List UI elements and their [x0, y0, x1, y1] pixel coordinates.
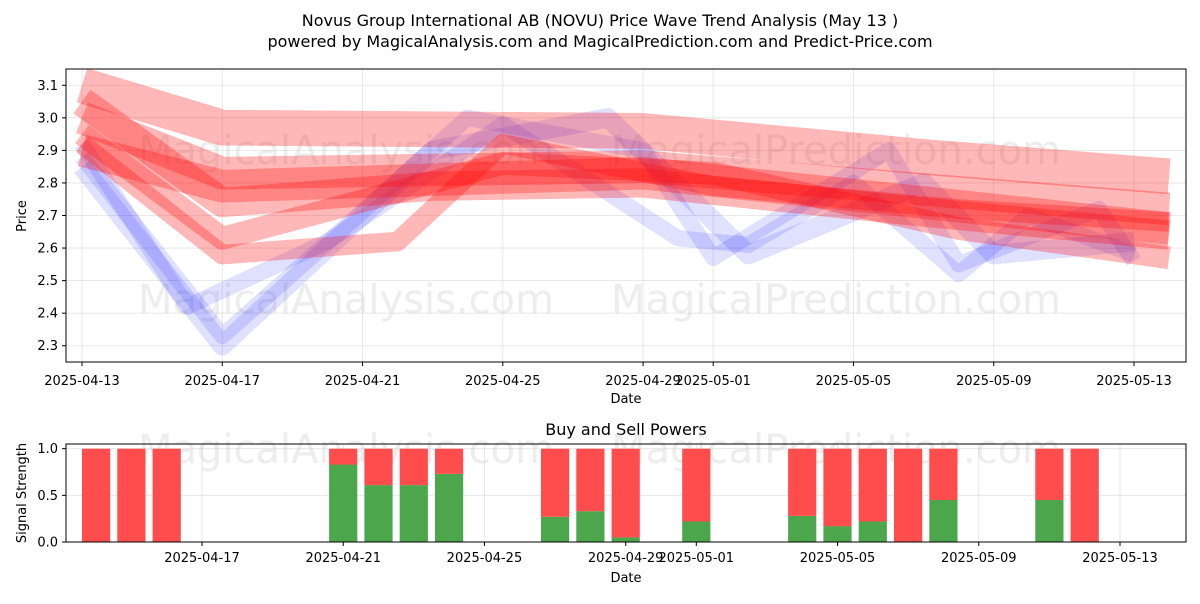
price-y-tick-label: 2.7	[37, 209, 58, 224]
buy-power-bar	[329, 464, 358, 542]
power-x-tick-label: 2025-05-13	[1082, 551, 1158, 566]
price-x-tick-label: 2025-05-01	[675, 374, 751, 389]
price-y-tick-label: 2.4	[37, 307, 58, 322]
buy-power-bar	[576, 511, 605, 542]
buy-power-bar	[788, 515, 817, 542]
power-x-tick-label: 2025-04-21	[305, 551, 381, 566]
power-panel-title: Buy and Sell Powers	[545, 420, 707, 439]
watermark-prediction-top: MagicalPrediction.com	[611, 128, 1061, 174]
watermark-analysis-top: MagicalAnalysis.com	[138, 128, 554, 174]
price-wave-band-blue	[75, 109, 1141, 345]
price-y-tick-label: 2.5	[37, 274, 58, 289]
buy-power-bar	[435, 473, 464, 542]
price-x-tick-label: 2025-05-13	[1096, 374, 1172, 389]
price-wave-band-red	[75, 134, 1170, 265]
chart-title: Novus Group International AB (NOVU) Pric…	[302, 11, 898, 30]
buy-power-bar	[682, 521, 711, 542]
power-x-tick-label: 2025-05-01	[659, 551, 735, 566]
sell-power-bar	[152, 448, 181, 542]
price-panel: MagicalAnalysis.com MagicalPrediction.co…	[15, 68, 1187, 407]
price-x-tick-label: 2025-04-21	[325, 374, 401, 389]
sell-power-bar	[1070, 448, 1099, 542]
price-x-tick-label: 2025-04-29	[605, 374, 681, 389]
sell-power-bar	[788, 448, 817, 516]
sell-power-bar	[399, 448, 428, 486]
sell-power-bar	[541, 448, 570, 517]
buy-power-bar	[541, 516, 570, 542]
price-x-tick-label: 2025-04-25	[465, 374, 541, 389]
sell-power-bar	[858, 448, 887, 522]
price-wave-band-red	[73, 89, 1171, 250]
sell-power-bar	[1035, 448, 1064, 500]
sell-power-bar	[82, 448, 111, 542]
price-wave-band-red	[75, 124, 1171, 270]
watermark-prediction-mid: MagicalPrediction.com	[611, 277, 1061, 323]
price-y-tick-label: 2.6	[37, 242, 58, 257]
power-x-tick-label: 2025-05-05	[800, 551, 876, 566]
price-y-tick-label: 2.9	[37, 144, 58, 159]
watermark-analysis-mid: MagicalAnalysis.com	[138, 277, 554, 323]
sell-power-bar	[894, 448, 923, 542]
power-x-tick-label: 2025-04-17	[164, 551, 240, 566]
buy-power-bar	[1035, 500, 1064, 542]
price-wave-band-red	[76, 102, 1171, 226]
sell-power-bar	[611, 448, 640, 538]
price-wave-band-red	[76, 68, 1171, 195]
buy-power-bar	[364, 485, 393, 542]
power-y-tick-label: 0.5	[37, 489, 58, 504]
price-y-tick-label: 3.0	[37, 111, 58, 126]
chart-subtitle: powered by MagicalAnalysis.com and Magic…	[267, 32, 932, 51]
price-x-tick-label: 2025-04-13	[44, 374, 120, 389]
price-x-axis-label: Date	[610, 392, 641, 407]
sell-power-bar	[823, 448, 852, 527]
price-y-tick-label: 3.1	[37, 79, 58, 94]
sell-power-bar	[682, 448, 711, 522]
power-y-tick-label: 0.0	[37, 536, 58, 551]
buy-power-bar	[611, 537, 640, 542]
price-wave-band-blue	[75, 116, 1137, 315]
price-x-tick-label: 2025-05-09	[956, 374, 1032, 389]
price-x-tick-label: 2025-04-17	[184, 374, 260, 389]
price-x-tick-label: 2025-05-05	[816, 374, 892, 389]
buy-power-bar	[399, 485, 428, 542]
buy-power-bar	[823, 526, 852, 542]
sell-power-bar	[435, 448, 464, 474]
sell-power-bar	[576, 448, 605, 512]
price-y-axis-label: Price	[15, 200, 30, 232]
sell-power-bar	[929, 448, 958, 500]
power-x-axis-label: Date	[610, 571, 641, 586]
sell-power-bar	[364, 448, 393, 486]
price-y-tick-label: 2.8	[37, 176, 58, 191]
sell-power-bar	[117, 448, 146, 542]
buy-power-bar	[858, 521, 887, 542]
price-plot-background	[66, 69, 1186, 362]
power-y-tick-label: 1.0	[37, 442, 58, 457]
sell-power-bar	[329, 448, 358, 465]
buy-power-bar	[929, 500, 958, 542]
power-panel: Buy and Sell Powers MagicalAnalysis.com …	[15, 420, 1187, 586]
price-y-tick-label: 2.3	[37, 339, 58, 354]
price-wave-band-red	[77, 134, 1171, 245]
price-wave-band-blue	[74, 108, 1135, 356]
power-x-tick-label: 2025-04-29	[588, 551, 664, 566]
power-x-tick-label: 2025-04-25	[447, 551, 523, 566]
power-y-axis-label: Signal Strength	[15, 443, 30, 543]
power-x-tick-label: 2025-05-09	[941, 551, 1017, 566]
